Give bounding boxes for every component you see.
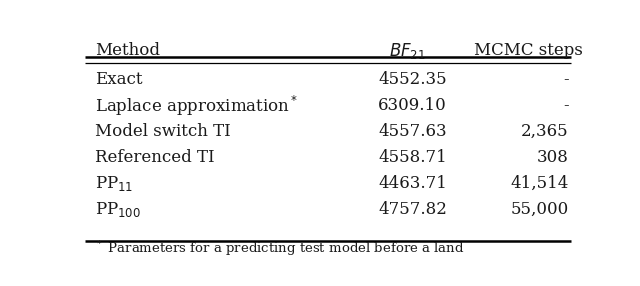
Text: Laplace approximation$^*$: Laplace approximation$^*$ <box>95 94 298 118</box>
Text: -: - <box>563 97 568 114</box>
Text: $BF_{21}$: $BF_{21}$ <box>389 41 426 61</box>
Text: 2,365: 2,365 <box>521 123 568 140</box>
Text: 6309.10: 6309.10 <box>378 97 447 114</box>
Text: 308: 308 <box>537 149 568 166</box>
Text: 55,000: 55,000 <box>510 201 568 218</box>
Text: Model switch TI: Model switch TI <box>95 123 230 140</box>
Text: Exact: Exact <box>95 71 142 88</box>
Text: 4558.71: 4558.71 <box>378 149 447 166</box>
Text: 4757.82: 4757.82 <box>378 201 447 218</box>
Text: PP$_{11}$: PP$_{11}$ <box>95 174 133 193</box>
Text: 4552.35: 4552.35 <box>378 71 447 88</box>
Text: PP$_{100}$: PP$_{100}$ <box>95 200 141 219</box>
Text: -: - <box>563 71 568 88</box>
Text: 41,514: 41,514 <box>510 175 568 192</box>
Text: 4463.71: 4463.71 <box>378 175 447 192</box>
Text: MCMC steps: MCMC steps <box>474 42 583 59</box>
Text: Method: Method <box>95 42 160 59</box>
Text: Referenced TI: Referenced TI <box>95 149 214 166</box>
Text: $^*$ Parameters for a predicting test model before a land: $^*$ Parameters for a predicting test mo… <box>95 239 464 259</box>
Text: 4557.63: 4557.63 <box>378 123 447 140</box>
